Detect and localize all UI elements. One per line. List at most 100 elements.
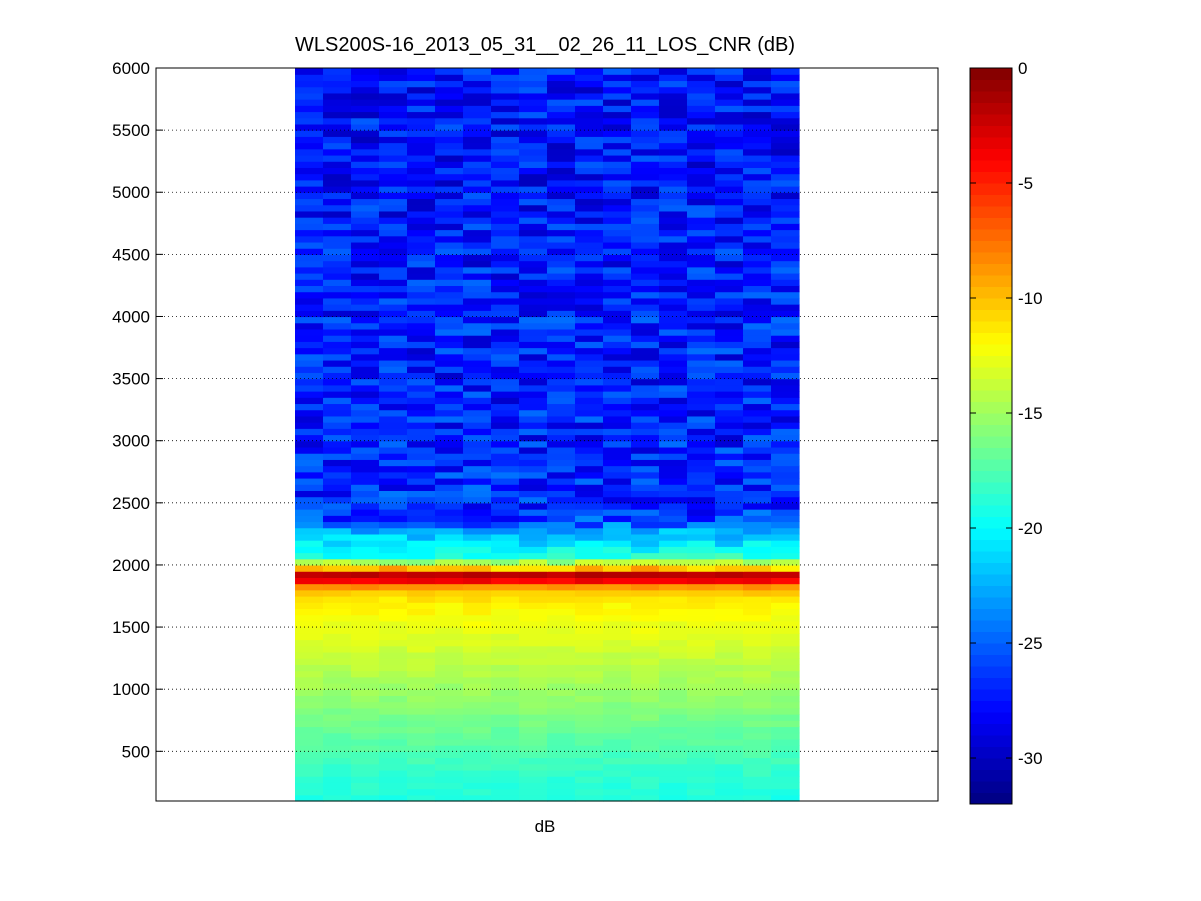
colorbar-swatch (970, 574, 1012, 586)
heatmap-cell (491, 241, 520, 249)
heatmap-cell (771, 788, 800, 796)
heatmap-cell (351, 664, 380, 672)
heatmap-cell (435, 627, 464, 634)
heatmap-cell (379, 701, 408, 709)
heatmap-cell (771, 701, 800, 709)
heatmap-cell (603, 596, 632, 603)
heatmap-cell (435, 154, 464, 162)
heatmap-cell (547, 558, 576, 566)
colorbar-swatch (970, 114, 1012, 126)
heatmap-cell (659, 223, 688, 231)
heatmap-cell (659, 310, 688, 318)
heatmap-cell (687, 142, 716, 150)
heatmap-cell (323, 446, 352, 454)
heatmap-cell (323, 477, 352, 485)
heatmap-cell (491, 670, 520, 678)
heatmap-cell (575, 378, 604, 386)
heatmap-cell (547, 794, 576, 802)
heatmap-cell (743, 167, 772, 175)
heatmap-cell (603, 74, 632, 82)
heatmap-cell (547, 533, 576, 541)
heatmap-cell (379, 111, 408, 119)
heatmap-cell (575, 583, 604, 591)
heatmap-cell (519, 738, 548, 746)
heatmap-cell (575, 471, 604, 479)
heatmap-cell (351, 148, 380, 156)
heatmap-cell (603, 794, 632, 802)
colorbar-swatch (970, 654, 1012, 667)
heatmap-cell (603, 366, 632, 373)
heatmap-cell (351, 403, 380, 411)
heatmap-cell (743, 310, 772, 318)
heatmap-cell (631, 484, 660, 491)
heatmap-cell (407, 210, 436, 218)
heatmap-cell (659, 347, 688, 355)
heatmap-cell (771, 223, 800, 231)
heatmap-cell (743, 434, 772, 442)
heatmap-cell (435, 434, 464, 442)
heatmap-cell (407, 384, 436, 392)
heatmap-cell (687, 161, 716, 168)
heatmap-cell (687, 453, 716, 460)
heatmap-cell (687, 726, 716, 734)
heatmap-cell (575, 658, 604, 665)
heatmap-cell (687, 117, 716, 125)
heatmap-cell (295, 707, 324, 715)
heatmap-cell (463, 353, 492, 361)
heatmap-cell (771, 515, 800, 523)
heatmap-cell (491, 726, 520, 734)
heatmap-cell (547, 658, 576, 665)
heatmap-cell (519, 223, 548, 231)
heatmap-cell (771, 633, 800, 641)
heatmap-cell (547, 521, 576, 529)
heatmap-cell (407, 577, 436, 585)
heatmap-cell (575, 353, 604, 361)
heatmap-cell (407, 68, 436, 75)
heatmap-cell (715, 720, 744, 728)
heatmap-cell (351, 391, 380, 398)
heatmap-cell (575, 465, 604, 473)
heatmap-cell (659, 670, 688, 678)
heatmap-cell (407, 645, 436, 653)
heatmap-cell (743, 316, 772, 324)
heatmap-cell (491, 782, 520, 790)
colorbar-swatch (970, 769, 1012, 782)
heatmap-cell (631, 235, 660, 243)
heatmap-cell (575, 384, 604, 392)
heatmap-cell (603, 397, 632, 405)
heatmap-cell (743, 123, 772, 131)
heatmap-cell (687, 627, 716, 634)
heatmap-cell (519, 788, 548, 796)
heatmap-cell (463, 695, 492, 703)
heatmap-cell (351, 310, 380, 318)
heatmap-cell (575, 403, 604, 411)
heatmap-cell (715, 248, 744, 255)
heatmap-cell (295, 651, 324, 659)
heatmap-cell (491, 366, 520, 373)
heatmap-cell (379, 527, 408, 535)
heatmap-cell (603, 179, 632, 187)
heatmap-cell (351, 186, 380, 193)
heatmap-cell (771, 322, 800, 330)
heatmap-cell (323, 328, 352, 336)
heatmap-cell (379, 763, 408, 771)
heatmap-cell (491, 117, 520, 125)
colorbar-swatch (970, 436, 1012, 448)
heatmap-cell (575, 92, 604, 100)
colorbar-swatch (970, 344, 1012, 356)
heatmap-cell (519, 633, 548, 641)
heatmap-cell (351, 477, 380, 485)
heatmap-cell (295, 347, 324, 355)
heatmap-cell (547, 148, 576, 156)
heatmap-cell (407, 173, 436, 181)
heatmap-cell (715, 645, 744, 653)
heatmap-cell (603, 372, 632, 380)
heatmap-cell (519, 130, 548, 137)
heatmap-cell (519, 378, 548, 386)
heatmap-cell (435, 682, 464, 690)
heatmap-cell (547, 608, 576, 616)
heatmap-cell (407, 80, 436, 88)
heatmap-cell (547, 272, 576, 280)
heatmap-cell (407, 670, 436, 678)
heatmap-cell (519, 577, 548, 585)
